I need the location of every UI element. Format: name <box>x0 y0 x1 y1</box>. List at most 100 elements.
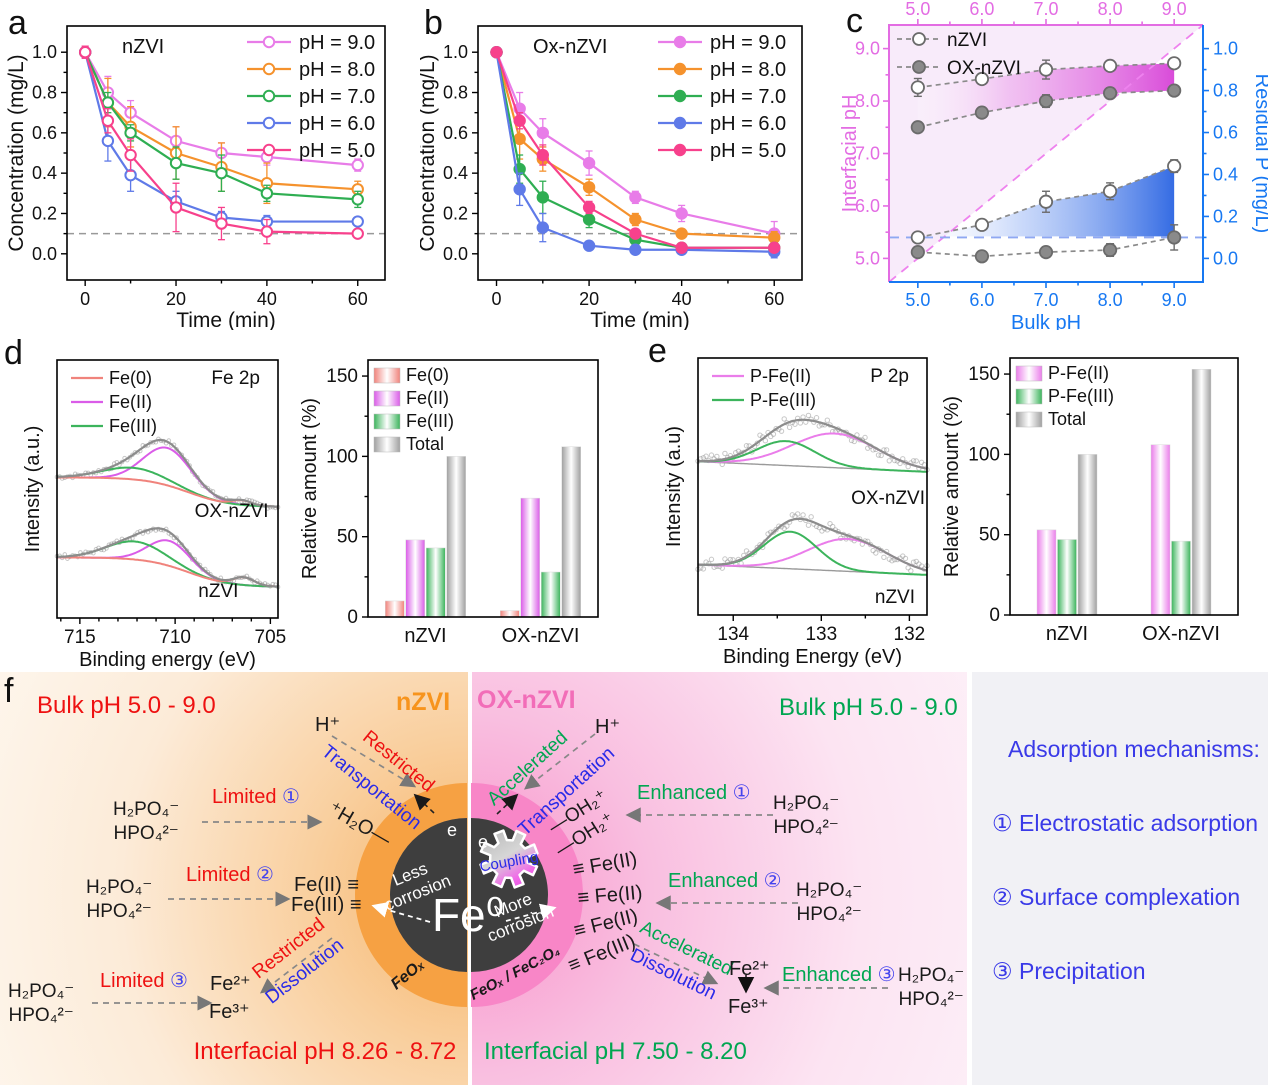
spectrum-title: P 2p <box>870 366 909 387</box>
bar-Total-OX-nZVI <box>561 446 581 618</box>
bar-Fe(0)-OX-nZVI <box>500 610 520 618</box>
svg-text:40: 40 <box>257 289 277 309</box>
svg-text:0.0: 0.0 <box>443 244 468 264</box>
panel-c: 5.0 6.0 7.0 8.0 9.0 5.0 6.0 7.0 8.0 9.0 5.0 6.0 7.0 8… <box>839 0 1268 335</box>
plot-frame <box>697 357 928 616</box>
inner-title: nZVI <box>122 36 164 58</box>
plot-frame <box>56 359 279 619</box>
sample-label: nZVI <box>198 581 238 602</box>
bottom-axis-label: Bulk pH <box>1011 312 1081 330</box>
y-axis-label: Intensity (a.u) <box>663 426 685 547</box>
svg-text:6.0: 6.0 <box>969 0 994 19</box>
interfacial-ph-right: Interfacial pH 7.50 - 8.20 <box>484 1038 747 1065</box>
y-axis-label: Concentration (mg/L) <box>420 54 439 251</box>
legend-label: Total <box>1048 409 1086 429</box>
envelope <box>698 418 928 470</box>
panel-e: OX-nZVI nZVI 134 133 132 Binding Energy (eV) I… <box>640 330 1268 675</box>
arrow-h-transport-left <box>331 735 417 788</box>
phosphate-label: H₂PO₄⁻ HPO₄²⁻ <box>773 793 840 838</box>
svg-text:pH = 8.0: pH = 8.0 <box>299 59 375 81</box>
svg-text:60: 60 <box>348 289 368 309</box>
electron-label-left: e <box>447 820 458 840</box>
h-plus-right: H⁺ <box>595 716 620 738</box>
svg-text:9.0: 9.0 <box>1162 290 1187 310</box>
svg-text:0: 0 <box>989 605 1000 626</box>
svg-text:9.0: 9.0 <box>1162 0 1187 19</box>
phosphate-label: H₂PO₄⁻ HPO₄²⁻ <box>8 981 75 1026</box>
svg-text:9.0: 9.0 <box>855 39 880 59</box>
legend-label: P-Fe(II) <box>750 366 811 386</box>
svg-text:pH = 9.0: pH = 9.0 <box>299 32 375 54</box>
fe0-core-left <box>390 818 467 972</box>
svg-text:pH = 7.0: pH = 7.0 <box>710 86 786 108</box>
svg-text:100: 100 <box>968 444 1000 465</box>
sample-label: nZVI <box>875 587 915 608</box>
svg-text:0.6: 0.6 <box>32 123 57 143</box>
arrow-group <box>92 733 888 1011</box>
nzvi-oxide-ring <box>355 783 467 1007</box>
svg-text:40: 40 <box>672 289 692 309</box>
category-label: OX-nZVI <box>1142 623 1220 645</box>
svg-text:100: 100 <box>326 446 358 467</box>
bar-Total-OX-nZVI <box>1191 368 1212 616</box>
svg-text:20: 20 <box>579 289 599 309</box>
series-residual-p-ox-nzvi <box>910 224 1182 264</box>
legend-label: nZVI <box>947 30 987 51</box>
bar-Total-nZVI <box>1077 454 1098 616</box>
x-axis-label: Binding energy (eV) <box>79 649 256 670</box>
svg-text:1.0: 1.0 <box>443 42 468 62</box>
bulk-ph-label-left: Bulk pH 5.0 - 9.0 <box>37 692 216 719</box>
legend-label: Fe(II) <box>109 392 152 412</box>
arrow-electron-right <box>496 793 519 815</box>
x-axis-label: Binding Energy (eV) <box>723 646 902 668</box>
arrow-dissolution-left <box>259 937 333 994</box>
nzvi-title: nZVI <box>396 688 451 716</box>
svg-text:pH = 6.0: pH = 6.0 <box>710 113 786 135</box>
legend: pH = 9.0 pH = 8.0 pH = 7.0 pH = 6.0 pH = 5.0 <box>247 32 375 162</box>
h-plus-left: H⁺ <box>315 714 340 736</box>
bar-Fe(III)-nZVI <box>426 547 446 618</box>
svg-text:0: 0 <box>347 607 358 628</box>
y-axis-label: Relative amount (%) <box>299 398 321 579</box>
svg-text:1.0: 1.0 <box>1213 39 1238 59</box>
series-interfacial-ph-ox-nzvi <box>910 83 1182 135</box>
spectrum-nZVI <box>54 526 281 590</box>
phosphate-label: H₂PO₄⁻ HPO₄²⁻ <box>86 877 153 922</box>
fe3-ion-right: Fe³⁺ <box>728 996 769 1018</box>
svg-text:pH = 8.0: pH = 8.0 <box>710 59 786 81</box>
svg-text:1.0: 1.0 <box>32 42 57 62</box>
mechanism-legend-panel: Adsorption mechanisms: ① Electrostatic a… <box>972 672 1268 1085</box>
x-axis-label: Time (min) <box>590 309 690 330</box>
inner-title: Ox-nZVI <box>533 36 607 58</box>
mechanism-title: Adsorption mechanisms: <box>1008 736 1260 762</box>
arrow-electron-left <box>413 793 435 814</box>
enhanced-1-label: Enhanced ① <box>637 782 751 804</box>
bar-Fe(III)-OX-nZVI <box>541 571 561 618</box>
blue-axes <box>889 25 1204 283</box>
panel-letter-a: a <box>8 4 27 42</box>
component-Fe(0) <box>57 556 279 588</box>
axis-ticks <box>61 51 359 286</box>
series-residual-p-nzvi <box>910 158 1182 245</box>
limited-2-label: Limited ② <box>186 864 274 886</box>
svg-text:20: 20 <box>166 289 186 309</box>
svg-text:5.0: 5.0 <box>905 0 930 19</box>
panel-f-mechanism-diagram: Adsorption mechanisms: ① Electrostatic a… <box>0 672 1268 1085</box>
y-axis-label: Concentration (mg/L) <box>5 54 28 251</box>
svg-text:0: 0 <box>80 289 90 309</box>
svg-text:6.0: 6.0 <box>969 290 994 310</box>
svg-text:8.0: 8.0 <box>1098 0 1123 19</box>
phosphate-label: H₂PO₄⁻ HPO₄²⁻ <box>796 880 863 925</box>
bar-Fe(II)-nZVI <box>405 539 425 618</box>
panel-letter-b: b <box>424 4 443 42</box>
envelope <box>697 517 928 572</box>
envelope <box>56 527 279 588</box>
panel-letter-e: e <box>648 332 667 370</box>
legend-label: Fe(0) <box>109 368 152 388</box>
svg-text:150: 150 <box>326 366 358 387</box>
panel-a: 0 20 40 60 0.0 0.2 0.4 0.6 0.8 1.0 Time (min) Conce… <box>0 0 420 335</box>
spectrum-OX-nZVI <box>695 412 930 473</box>
interfacial-ph-residual-p-chart: 5.0 6.0 7.0 8.0 9.0 5.0 6.0 7.0 8.0 9.0 5.0 6.0 7.0 8… <box>839 0 1268 334</box>
